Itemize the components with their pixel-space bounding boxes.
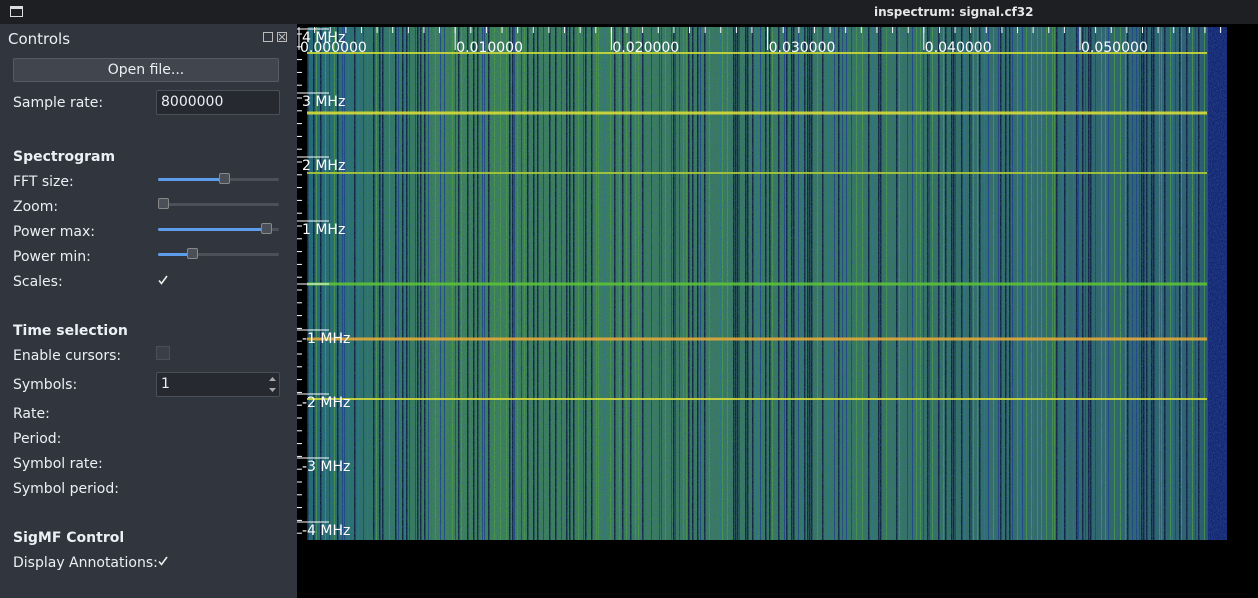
section-heading: SigMF Control bbox=[13, 530, 125, 546]
freq-label: -1 MHz bbox=[302, 331, 350, 347]
time-label: 0.010000 bbox=[456, 40, 523, 56]
panel-title: Controls bbox=[8, 30, 71, 48]
label: FFT size: bbox=[13, 174, 74, 190]
power-max-slider[interactable] bbox=[158, 223, 279, 234]
signal-line bbox=[307, 172, 1207, 174]
signal-line bbox=[307, 398, 1207, 400]
freq-label: 4 MHz bbox=[302, 30, 345, 46]
open-file-button[interactable]: Open file... bbox=[13, 58, 279, 82]
label: Display Annotations: bbox=[13, 555, 158, 571]
freq-label: -3 MHz bbox=[302, 459, 350, 475]
label: Symbol period: bbox=[13, 481, 119, 497]
scales-checkbox[interactable] bbox=[156, 273, 170, 287]
section-heading: Time selection bbox=[13, 323, 128, 339]
freq-label: -4 MHz bbox=[302, 523, 350, 539]
time-label: 0.020000 bbox=[612, 40, 679, 56]
check-mark bbox=[158, 275, 168, 285]
enable-cursors-checkbox[interactable] bbox=[156, 346, 170, 360]
label: Power max: bbox=[13, 224, 95, 240]
fft-size-slider[interactable] bbox=[158, 173, 279, 184]
freq-label: 1 MHz bbox=[302, 222, 345, 238]
time-label: 0.000000 bbox=[300, 40, 367, 56]
section-heading: Spectrogram bbox=[13, 149, 116, 165]
axes: 4 MHz 3 MHz 2 MHz 1 MHz -1 MHz -2 MHz -3 MHz -4… bbox=[297, 27, 1222, 539]
time-label: 0.030000 bbox=[769, 40, 836, 56]
freq-label: 3 MHz bbox=[302, 94, 345, 110]
dock-buttons[interactable] bbox=[263, 32, 289, 43]
title-bar: inspectrum: signal.cf32 bbox=[0, 0, 1258, 24]
label: Scales: bbox=[13, 274, 63, 290]
window-title: inspectrum: signal.cf32 bbox=[874, 5, 1034, 19]
power-min-slider[interactable] bbox=[158, 248, 279, 259]
label: Power min: bbox=[13, 249, 91, 265]
zoom-slider[interactable] bbox=[158, 198, 279, 209]
label: Symbols: bbox=[13, 377, 78, 393]
spectrogram-image bbox=[307, 27, 1227, 540]
time-label: 0.040000 bbox=[925, 40, 992, 56]
sample-rate-input[interactable]: 8000000 bbox=[156, 90, 280, 115]
check-mark bbox=[158, 556, 168, 566]
spinbox-value: 1 bbox=[161, 376, 170, 392]
freq-label: -2 MHz bbox=[302, 395, 350, 411]
signal-line bbox=[307, 111, 1207, 115]
signal-line bbox=[307, 52, 1207, 54]
label: Symbol rate: bbox=[13, 456, 103, 472]
controls-panel: Controls Open file... Sample rate: 80000… bbox=[0, 24, 297, 598]
time-label: 0.050000 bbox=[1081, 40, 1148, 56]
label: Enable cursors: bbox=[13, 348, 122, 364]
label: Zoom: bbox=[13, 199, 59, 215]
label: Period: bbox=[13, 431, 62, 447]
signal-line bbox=[307, 337, 1207, 341]
spectrogram-view[interactable]: 4 MHz 3 MHz 2 MHz 1 MHz -1 MHz -2 MHz -3 MHz -4… bbox=[297, 24, 1258, 598]
freq-label: 2 MHz bbox=[302, 158, 345, 174]
window-icon bbox=[10, 6, 23, 17]
annotations-checkbox[interactable] bbox=[156, 554, 170, 568]
label: Rate: bbox=[13, 406, 50, 422]
symbols-spinbox[interactable]: 1 bbox=[156, 372, 280, 397]
signal-line bbox=[307, 282, 1207, 286]
label: Sample rate: bbox=[13, 95, 104, 111]
